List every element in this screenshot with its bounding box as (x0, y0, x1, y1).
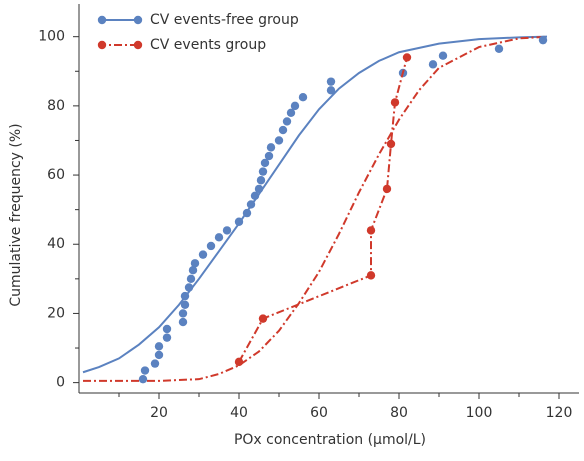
point (206, 241, 216, 251)
y-tick-label: 20 (47, 305, 65, 321)
point (198, 250, 208, 259)
point (386, 139, 396, 149)
point (162, 333, 172, 342)
x-tick-label: 60 (310, 405, 328, 421)
point (250, 191, 260, 201)
point (222, 226, 232, 235)
series-line (238, 57, 408, 363)
point (390, 98, 400, 107)
point (326, 86, 336, 95)
point (326, 77, 336, 86)
y-tick-label: 40 (47, 236, 65, 252)
point (538, 35, 548, 45)
point (184, 283, 194, 292)
point (186, 274, 196, 284)
point (290, 101, 300, 111)
point (402, 53, 412, 62)
y-tick-label: 100 (38, 29, 65, 45)
point (258, 314, 268, 323)
legend-marker (97, 15, 107, 25)
point (180, 291, 190, 301)
x-tick-label: 80 (390, 405, 408, 421)
point (254, 184, 264, 194)
y-tick-label: 80 (47, 98, 65, 114)
point (234, 357, 244, 367)
point (246, 200, 256, 209)
point (298, 93, 308, 102)
x-tick-label: 20 (150, 405, 168, 421)
point (366, 226, 376, 235)
point (178, 317, 188, 327)
point (178, 309, 188, 318)
x-axis-label: POx concentration (μmol/L) (234, 432, 426, 448)
point (256, 176, 266, 185)
point (260, 158, 270, 168)
point (150, 359, 160, 368)
x-tick-label: 40 (230, 405, 248, 421)
point (282, 117, 292, 126)
point (242, 208, 252, 218)
point (274, 136, 284, 145)
point (140, 366, 150, 375)
point (180, 300, 190, 309)
fit-curve (82, 35, 548, 374)
point (188, 265, 198, 275)
point (154, 342, 164, 351)
point (366, 271, 376, 280)
point (382, 184, 392, 194)
y-tick-label: 0 (56, 375, 65, 391)
legend-marker (133, 15, 143, 25)
y-axis-label: Cumulative frequency (%) (8, 123, 24, 306)
point (258, 167, 268, 176)
y-tick-label: 60 (47, 167, 65, 183)
point (278, 125, 288, 135)
point (494, 44, 504, 53)
legend-marker (97, 40, 107, 50)
point (162, 324, 172, 334)
point (264, 151, 274, 161)
legend-label: CV events group (150, 37, 266, 53)
point (214, 233, 224, 242)
fit-curve (83, 35, 548, 382)
point (138, 374, 148, 384)
legend-marker (133, 40, 143, 50)
point (234, 217, 244, 226)
point (428, 60, 438, 69)
point (266, 143, 276, 152)
point (286, 108, 296, 117)
legend-label: CV events-free group (150, 12, 299, 28)
point (438, 51, 448, 60)
x-tick-label: 100 (466, 405, 493, 421)
point (154, 350, 164, 360)
point (190, 259, 200, 268)
x-tick-label: 120 (546, 405, 573, 421)
